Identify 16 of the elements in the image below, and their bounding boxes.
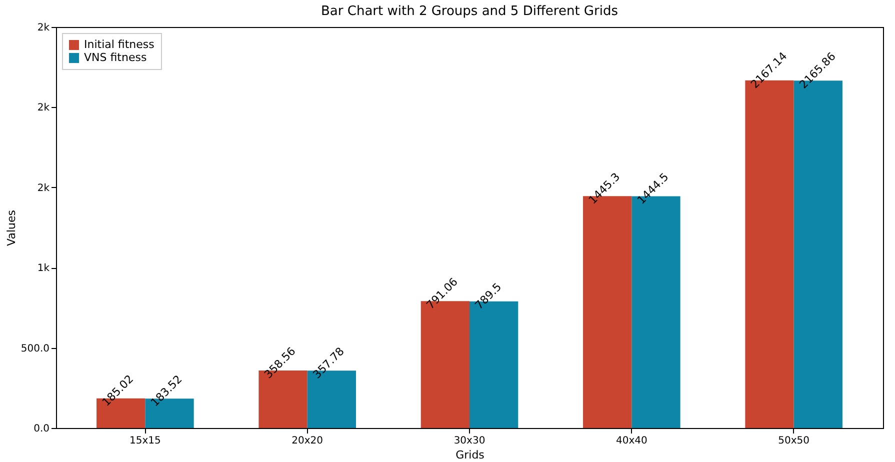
x-tick-label: 15x15 [130,436,161,446]
y-tick-label: 2k [37,102,50,114]
legend-label: VNS fitness [84,51,147,64]
y-tick-label: 2k [37,182,50,194]
legend-label: Initial fitness [84,38,155,51]
x-tick-label: 50x50 [778,436,810,446]
x-axis-title: Grids [456,448,485,462]
x-tick-label: 30x30 [454,436,486,446]
y-tick-label: 2k [37,22,50,34]
y-tick-label: 0.0 [34,424,50,434]
y-tick-label: 500.0 [20,343,50,354]
x-tick-label: 20x20 [292,436,324,446]
chart-title: Bar Chart with 2 Groups and 5 Different Grids [321,4,618,19]
y-tick-label: 1k [37,263,50,274]
x-tick-label: 40x40 [616,436,648,446]
y-axis-title: Values [4,210,18,246]
